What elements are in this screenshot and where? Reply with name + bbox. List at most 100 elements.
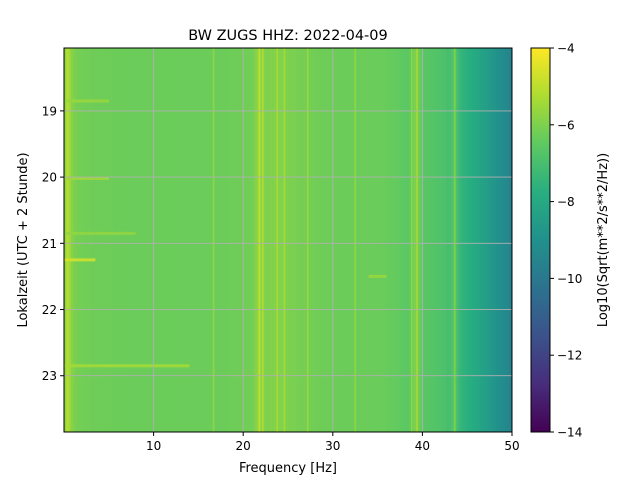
- spectrogram-column: [106, 48, 110, 432]
- spectrogram-column: [263, 48, 267, 432]
- spectrogram-column: [142, 48, 146, 432]
- narrowband-lines: [212, 48, 456, 432]
- spectrogram-column: [184, 48, 188, 432]
- spectrogram-column: [209, 48, 213, 432]
- spectrogram-column: [355, 48, 359, 432]
- spectrogram-column: [323, 48, 327, 432]
- y-tick-label: 20: [42, 171, 57, 185]
- colorbar-tick-label: −4: [557, 42, 575, 56]
- spectrogram-column: [438, 48, 441, 432]
- x-tick-label: 40: [415, 439, 430, 453]
- spectrogram-column: [417, 48, 421, 432]
- y-axis: 19 20 21 22 23: [42, 104, 64, 383]
- spectrogram-column: [214, 48, 217, 432]
- spectrogram-column: [379, 48, 383, 432]
- y-tick-label: 21: [42, 237, 57, 251]
- spectrogram-column: [256, 48, 260, 432]
- spectrogram-column: [191, 48, 195, 432]
- spectrogram-column: [158, 48, 161, 432]
- spectrogram-column: [456, 48, 459, 432]
- spectrogram-column: [216, 48, 220, 432]
- time-event-streak: [64, 258, 96, 262]
- spectrogram-column: [220, 48, 224, 432]
- spectrogram-column: [108, 48, 112, 432]
- spectrogram-column: [408, 48, 412, 432]
- time-events: [64, 99, 387, 368]
- frequency-columns: [64, 48, 512, 432]
- narrowband-line: [283, 48, 286, 432]
- spectrogram-column: [169, 48, 173, 432]
- spectrogram-column: [462, 48, 466, 432]
- spectrogram-column: [113, 48, 117, 432]
- spectrogram-column: [162, 48, 166, 432]
- spectrogram-column: [317, 48, 320, 432]
- spectrogram-column: [135, 48, 139, 432]
- spectrogram-column: [193, 48, 197, 432]
- spectrogram-column: [64, 48, 67, 432]
- spectrogram-column: [225, 48, 229, 432]
- spectrogram-column: [352, 48, 356, 432]
- time-event-streak: [368, 274, 387, 278]
- spectrogram-column: [299, 48, 303, 432]
- spectrogram-column: [140, 48, 143, 432]
- colorbar-tick-label: −14: [557, 426, 582, 440]
- spectrogram-column: [366, 48, 370, 432]
- spectrogram-column: [361, 48, 365, 432]
- spectrogram-column: [386, 48, 390, 432]
- spectrogram-column: [66, 48, 70, 432]
- spectrogram-column: [180, 48, 184, 432]
- colorbar: −14 −12 −10 −8 −6 −4 Log10(Sqrt(m**2/s**2/Hz)…: [530, 42, 611, 440]
- spectrogram-column: [111, 48, 114, 432]
- x-tick-label: 50: [504, 439, 519, 453]
- spectrogram-column: [265, 48, 269, 432]
- x-tick-label: 10: [146, 439, 161, 453]
- spectrogram-column: [391, 48, 394, 432]
- spectrogram-column: [319, 48, 323, 432]
- spectrogram-column: [86, 48, 90, 432]
- spectrogram-column: [171, 48, 175, 432]
- spectrogram-column: [133, 48, 137, 432]
- spectrogram-column: [202, 48, 206, 432]
- spectrogram-column: [218, 48, 222, 432]
- spectrogram-column: [151, 48, 155, 432]
- spectrogram-column: [99, 48, 103, 432]
- spectrogram-column: [68, 48, 72, 432]
- spectrogram-column: [489, 48, 493, 432]
- spectrogram-column: [115, 48, 119, 432]
- spectrogram-column: [426, 48, 430, 432]
- spectrogram-column: [301, 48, 305, 432]
- spectrogram-column: [471, 48, 475, 432]
- y-tick-label: 22: [42, 303, 57, 317]
- spectrogram-column: [413, 48, 417, 432]
- spectrogram-column: [364, 48, 367, 432]
- spectrogram-column: [487, 48, 491, 432]
- spectrogram-column: [274, 48, 278, 432]
- spectrogram-column: [290, 48, 294, 432]
- spectrogram-column: [254, 48, 258, 432]
- spectrogram-column: [440, 48, 444, 432]
- spectrogram-column: [279, 48, 282, 432]
- x-axis: 10 20 30 40 50: [146, 432, 520, 453]
- colorbar-ticks: −14 −12 −10 −8 −6 −4: [550, 42, 582, 440]
- spectrogram-column: [435, 48, 439, 432]
- colorbar-label: Log10(Sqrt(m**2/s**2/Hz)): [596, 153, 611, 327]
- spectrogram-column: [332, 48, 336, 432]
- y-tick-label: 23: [42, 369, 57, 383]
- spectrogram-column: [104, 48, 108, 432]
- spectrogram-column: [176, 48, 179, 432]
- plot-frame: [63, 47, 513, 433]
- narrowband-line: [276, 48, 279, 432]
- spectrogram-plot-area: [64, 48, 512, 432]
- spectrogram-column: [272, 48, 276, 432]
- spectrogram-column: [498, 48, 502, 432]
- spectrogram-column: [400, 48, 403, 432]
- spectrogram-column: [70, 48, 74, 432]
- spectrogram-column: [424, 48, 428, 432]
- spectrogram-column: [447, 48, 450, 432]
- spectrogram-column: [178, 48, 182, 432]
- spectrogram-column: [339, 48, 343, 432]
- y-tick-label: 19: [42, 104, 57, 118]
- spectrogram-column: [79, 48, 83, 432]
- spectrogram-column: [249, 48, 253, 432]
